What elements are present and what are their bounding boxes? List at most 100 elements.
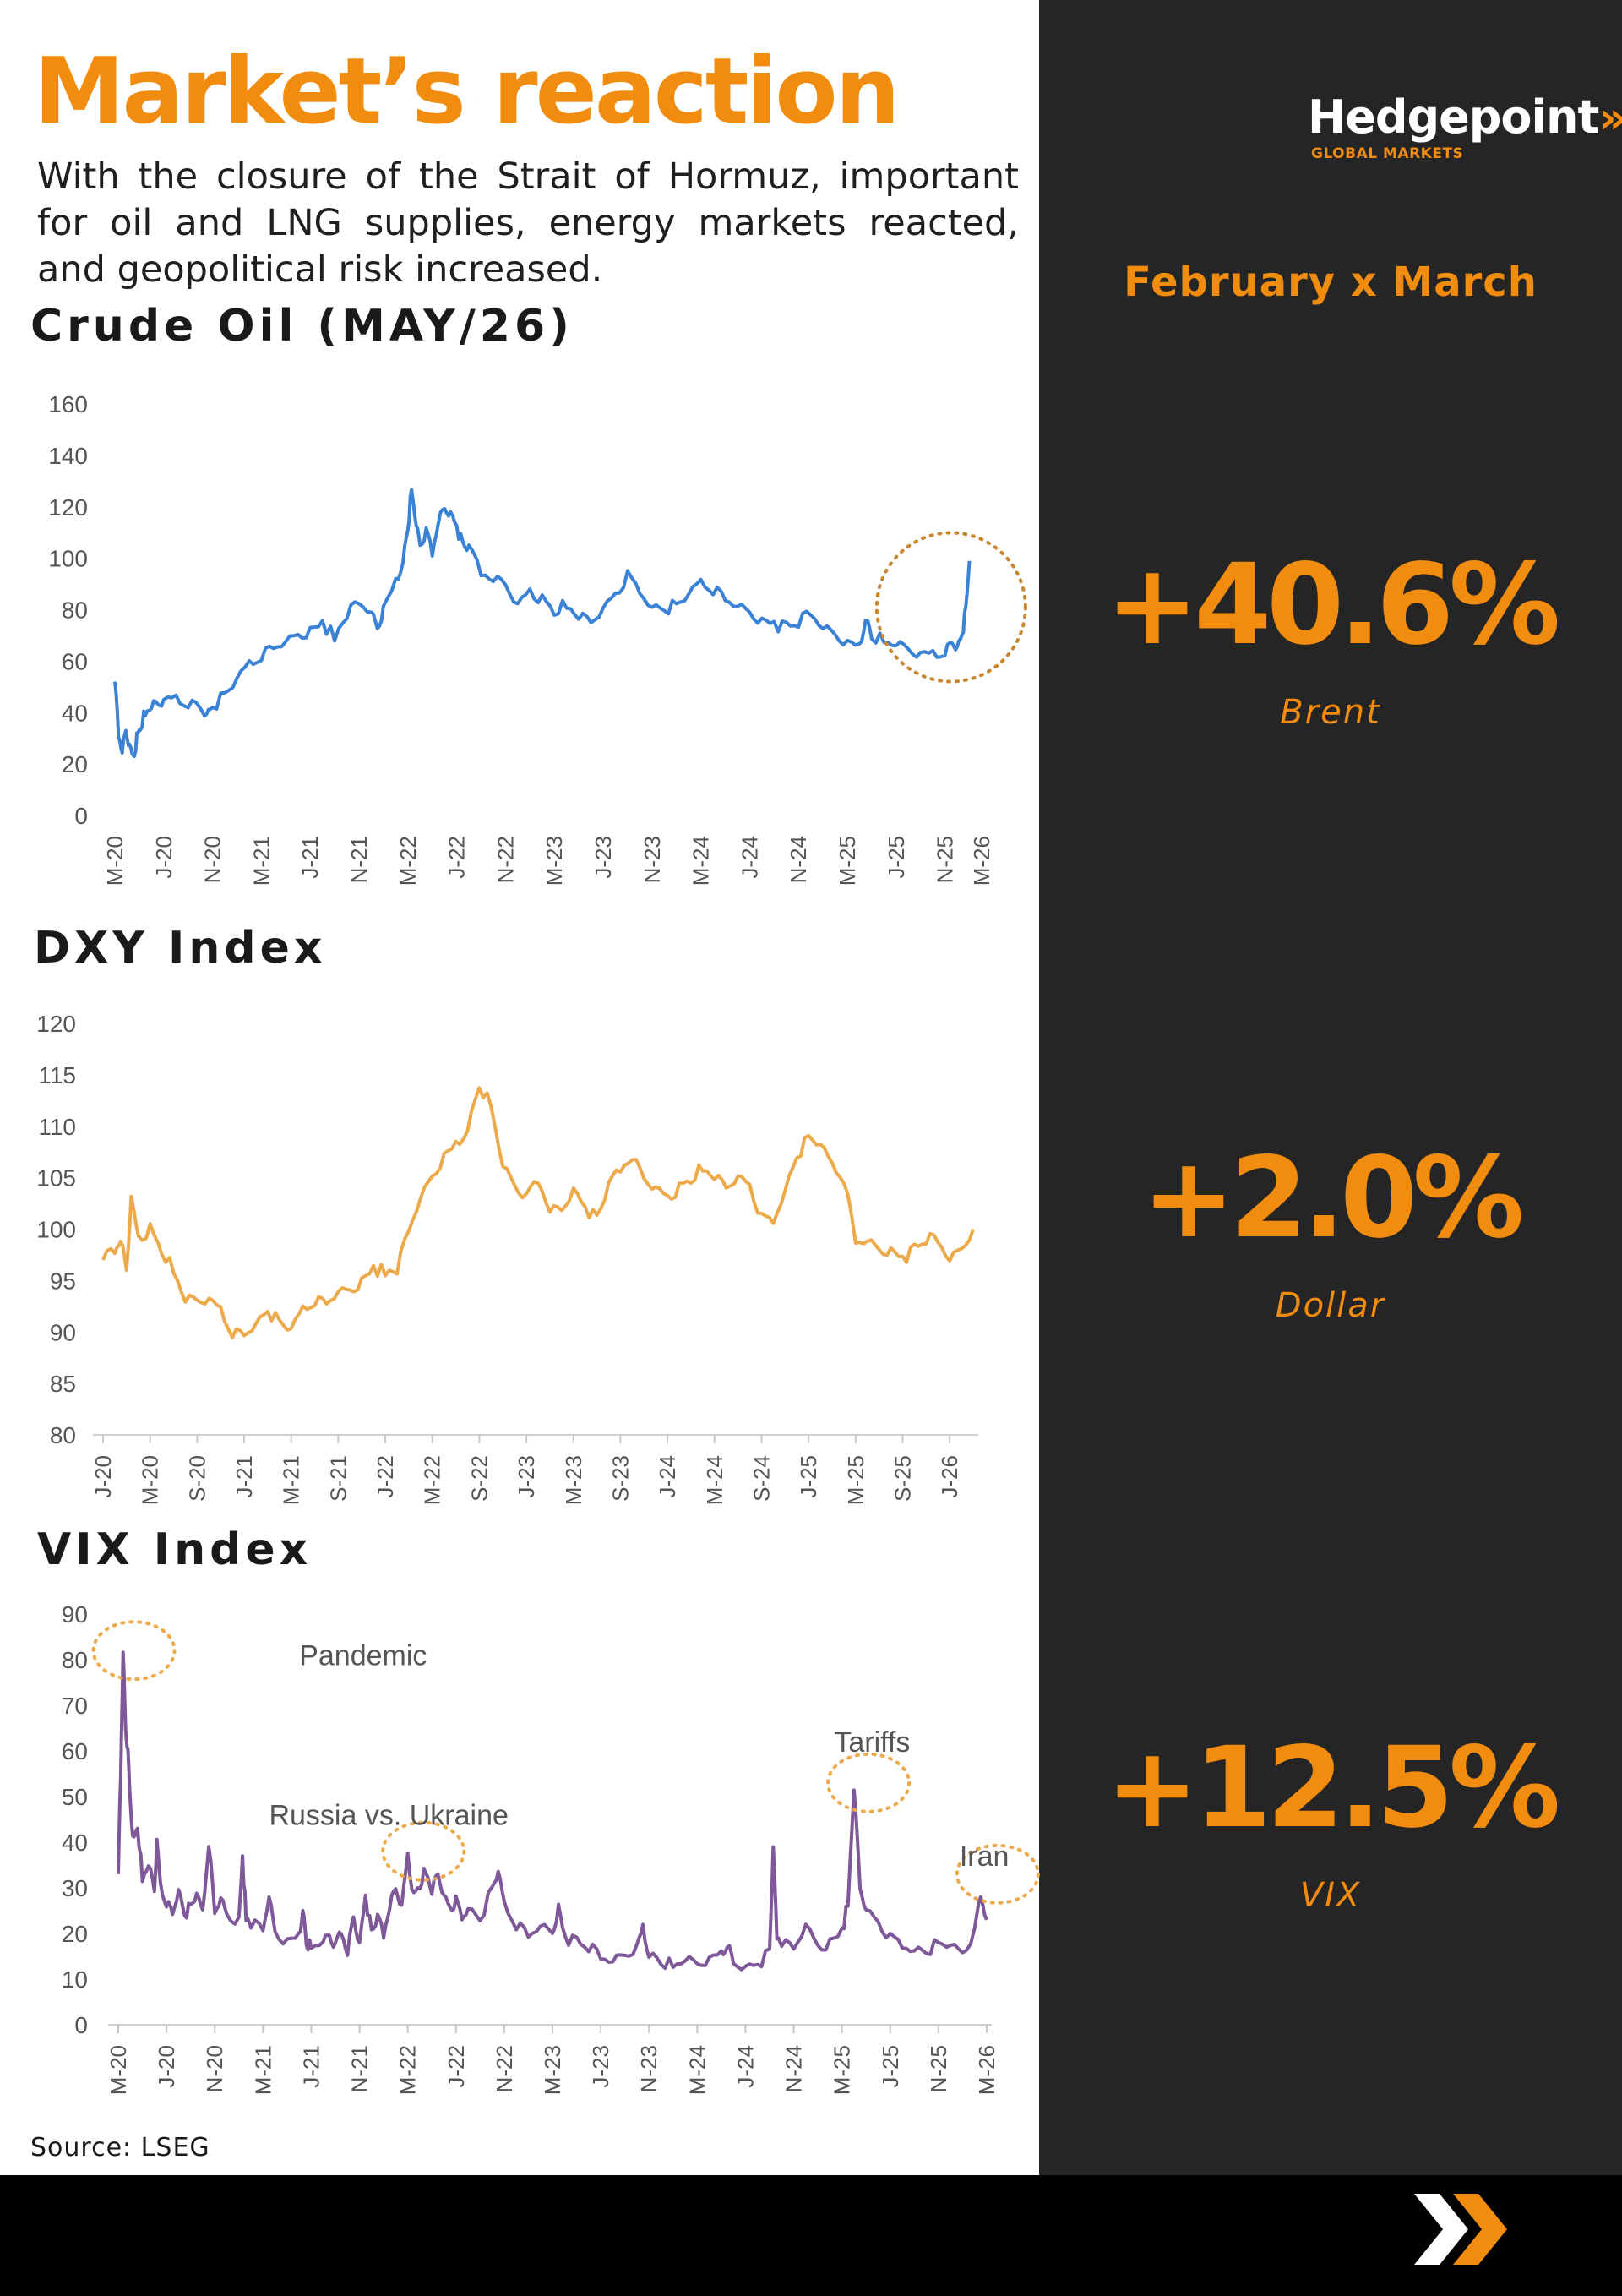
x-tick-label: M-26 [974, 2045, 999, 2095]
logo-chevron-icon: » [1598, 93, 1622, 144]
x-tick-label: S-24 [748, 1455, 774, 1502]
x-tick-label: M-24 [684, 2045, 710, 2095]
double-chevron-icon [1414, 2194, 1507, 2265]
highlight-circle [874, 531, 1027, 684]
logo-name: Hedgepoint [1308, 90, 1599, 144]
y-tick-label: 105 [36, 1165, 76, 1192]
y-tick-label: 90 [62, 1601, 88, 1628]
y-tick-label: 40 [62, 700, 88, 726]
x-tick-label: M-23 [542, 836, 567, 886]
intro-text: With the closure of the Strait of Hormuz… [37, 155, 1019, 291]
x-tick-label: M-22 [420, 1455, 445, 1505]
stat-value: +2.0% [1141, 1133, 1525, 1263]
right-panel [1039, 0, 1622, 2175]
x-tick-label: N-24 [786, 836, 811, 883]
highlight-circle [826, 1752, 912, 1813]
dxy-chart-title: DXY Index [34, 923, 327, 973]
y-tick-label: 20 [62, 751, 88, 777]
dxy-index-chart: 80 85 90 95 100 105 110 115 120 J-20 M-20 S-20 J-21 M… [36, 1011, 978, 1505]
stat-label: Brent [1280, 693, 1381, 732]
logo-wordmark: Hedgepoint» [1308, 95, 1622, 141]
x-tick-label: M-25 [843, 1455, 868, 1505]
stat-value: +40.6% [1105, 540, 1561, 670]
y-tick-label: 10 [62, 1966, 88, 1993]
x-tick-label: N-21 [347, 2045, 373, 2092]
x-tick-label: N-22 [492, 2045, 517, 2092]
y-tick-label: 85 [50, 1371, 76, 1397]
highlight-circle [381, 1820, 466, 1882]
series-line-brent [113, 488, 972, 758]
x-tick-label: M-24 [702, 1455, 727, 1505]
x-tick-label: M-25 [835, 836, 860, 886]
annotation-label: Tariffs [834, 1726, 910, 1759]
x-tick-label: N-23 [640, 836, 665, 883]
y-tick-label: 110 [38, 1114, 76, 1140]
x-tick-label: J-24 [732, 2045, 758, 2088]
x-tick-label: J-23 [588, 2045, 613, 2088]
x-tick-label: J-25 [884, 836, 909, 879]
annotation-label: Russia vs. Ukraine [269, 1800, 508, 1832]
x-tick-label: N-23 [636, 2045, 661, 2092]
series-line-dxy [101, 1086, 975, 1339]
y-tick-label: 115 [38, 1062, 76, 1088]
highlight-circle [91, 1620, 177, 1682]
vix-chart-title: VIX Index [37, 1524, 313, 1575]
x-tick-label: J-21 [231, 1455, 257, 1498]
y-tick-label: 80 [62, 1647, 88, 1673]
x-tick-label: M-23 [540, 2045, 565, 2095]
x-tick-label: J-22 [373, 1455, 398, 1498]
y-tick-label: 60 [62, 648, 88, 674]
x-tick-label: J-21 [298, 2045, 324, 2088]
x-tick-label: J-25 [878, 2045, 903, 2088]
x-tick-label: J-22 [444, 2045, 469, 2088]
y-tick-label: 40 [62, 1830, 88, 1856]
y-tick-label: 80 [62, 597, 88, 624]
y-tick-label: 140 [48, 443, 88, 469]
x-tick-label: S-20 [184, 1455, 210, 1502]
x-tick-label: S-22 [466, 1455, 492, 1502]
highlight-circle [955, 1843, 1040, 1905]
x-tick-label: J-20 [154, 2045, 179, 2088]
series-line-vix [117, 1650, 988, 1972]
x-tick-label: N-21 [346, 836, 372, 883]
y-tick-label: 30 [62, 1875, 88, 1901]
x-tick-label: S-25 [890, 1455, 915, 1502]
y-tick-label: 20 [62, 1921, 88, 1947]
vix-index-chart: 0 10 20 30 40 50 60 70 80 90 M-20 J-20 N-20 M-21 J-21 N… [62, 1601, 1040, 2095]
x-tick-label: N-20 [202, 2045, 227, 2092]
x-tick-label: J-23 [591, 836, 616, 879]
stat-vix: +12.5% VIX [1039, 1732, 1622, 1915]
y-tick-label: 160 [48, 391, 88, 417]
x-tick-label: N-25 [926, 2045, 951, 2092]
x-tick-label: M-21 [248, 836, 274, 886]
left-panel [0, 0, 1039, 2175]
source-note: Source: LSEG [30, 2133, 210, 2162]
stat-value: +12.5% [1105, 1723, 1561, 1853]
stat-dollar: +2.0% Dollar [1039, 1143, 1622, 1325]
x-tick-label: J-24 [655, 1455, 680, 1498]
x-tick-label: M-24 [689, 836, 714, 886]
x-tick-label: N-25 [933, 836, 958, 883]
logo-subtitle: GLOBAL MARKETS [1311, 145, 1464, 162]
x-tick-label: N-24 [781, 2045, 807, 2092]
stat-label: Dollar [1275, 1286, 1386, 1325]
x-tick-label: J-23 [514, 1455, 539, 1498]
x-tick-label: N-20 [200, 836, 226, 883]
stat-label: VIX [1299, 1876, 1362, 1915]
y-tick-label: 70 [62, 1693, 88, 1719]
x-tick-label: M-22 [395, 836, 421, 886]
y-tick-label: 95 [50, 1268, 76, 1294]
x-tick-label: N-22 [493, 836, 518, 883]
x-tick-label: J-21 [297, 836, 323, 879]
x-tick-label: M-21 [250, 2045, 275, 2095]
annotation-label: Iran [960, 1841, 1010, 1873]
x-tick-label: M-25 [830, 2045, 855, 2095]
x-tick-label: J-24 [737, 836, 762, 879]
y-tick-label: 60 [62, 1738, 88, 1764]
y-tick-label: 90 [50, 1319, 76, 1345]
crude-chart-title: Crude Oil (MAY/26) [30, 301, 574, 352]
x-tick-label: S-21 [325, 1455, 351, 1502]
y-tick-label: 80 [50, 1422, 76, 1448]
x-tick-label: M-20 [106, 2045, 131, 2095]
x-tick-label: J-26 [937, 1455, 962, 1498]
